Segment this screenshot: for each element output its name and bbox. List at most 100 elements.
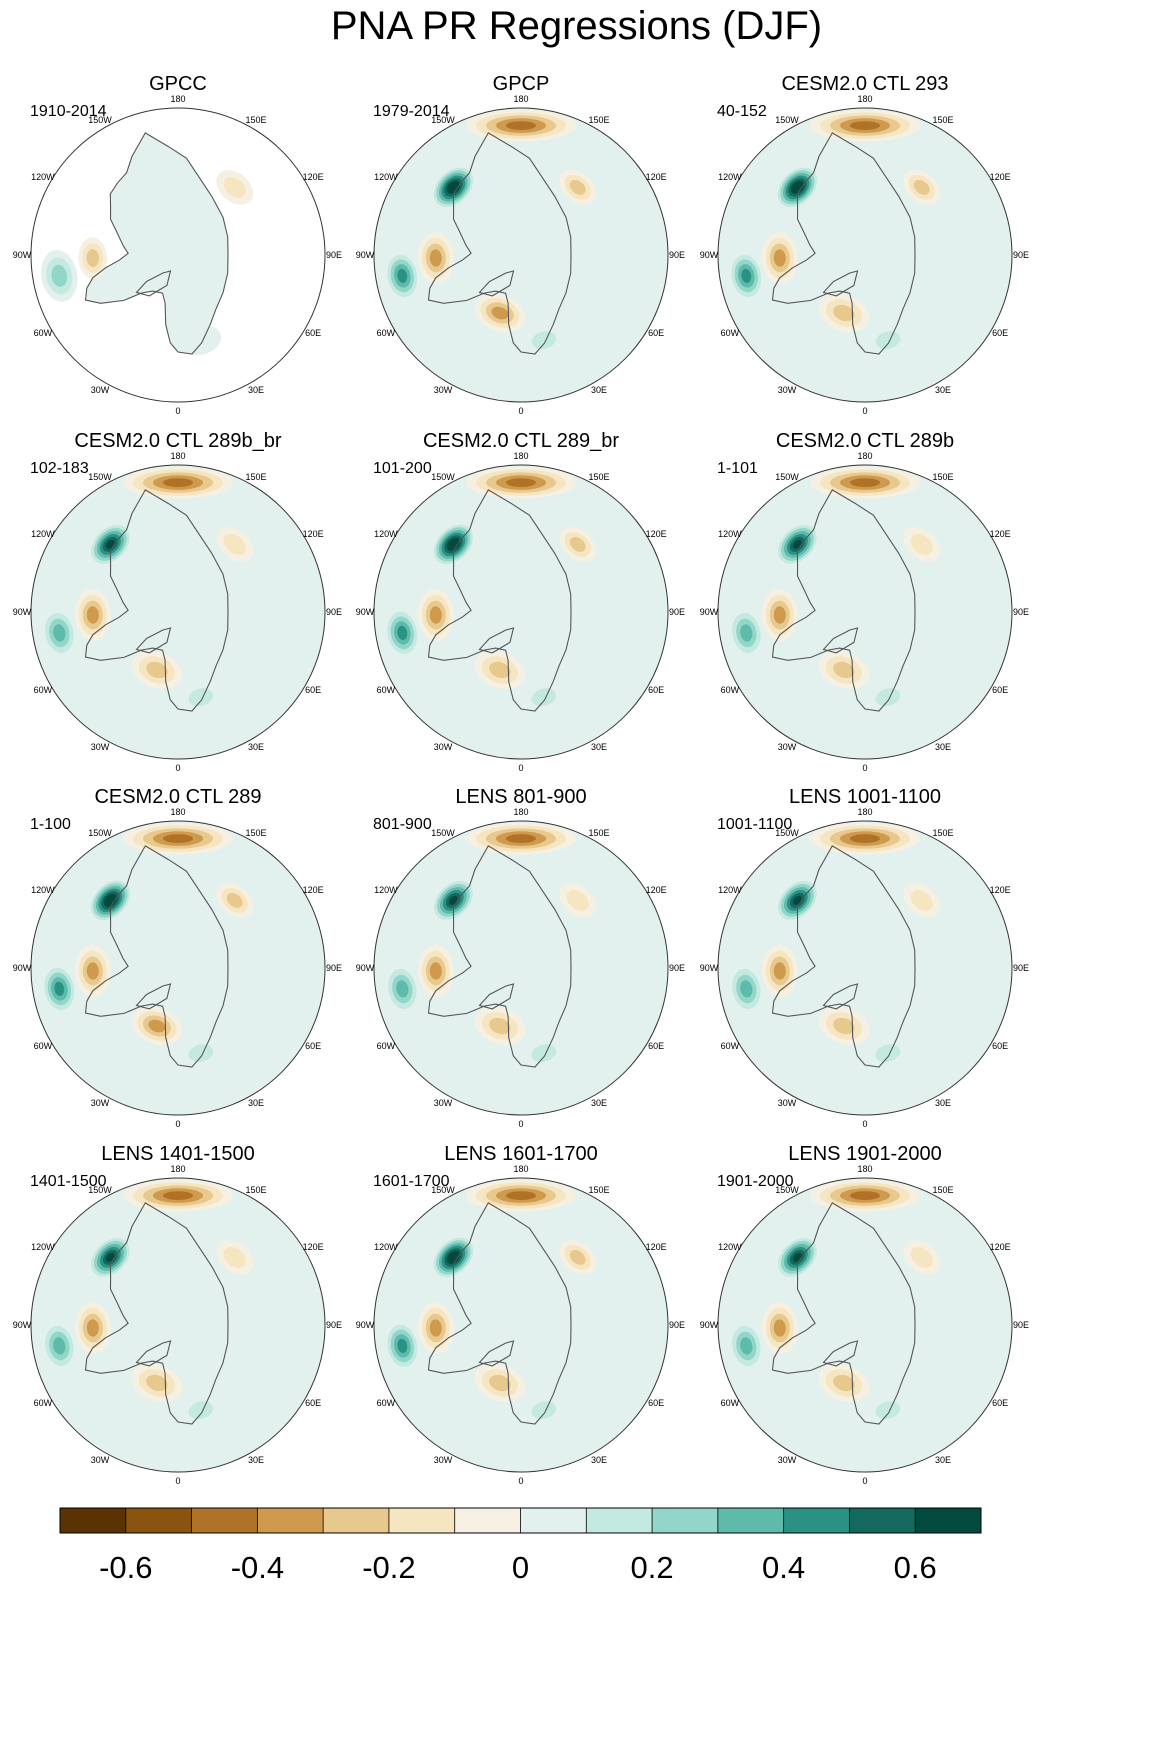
lon-label: 60E xyxy=(305,685,321,695)
contour-north-pacific-dry xyxy=(850,1191,880,1200)
contour-ohio-valley-dry xyxy=(773,1319,786,1337)
lon-label: 90W xyxy=(700,1320,719,1330)
colorbar-box xyxy=(257,1508,324,1533)
map-frame xyxy=(717,1177,1013,1473)
contour-southeast-us-wet xyxy=(53,1337,66,1355)
lon-label: 0 xyxy=(862,1476,867,1486)
colorbar-box xyxy=(849,1508,916,1533)
lon-label: 180 xyxy=(170,451,185,461)
lon-label: 30W xyxy=(91,1098,110,1108)
lon-label: 90E xyxy=(669,250,685,260)
lon-label: 150W xyxy=(88,472,112,482)
lon-label: 120E xyxy=(646,1242,667,1252)
lon-label: 90W xyxy=(700,607,719,617)
coastline xyxy=(427,489,572,712)
coastline xyxy=(771,132,916,355)
lon-label: 60E xyxy=(648,328,664,338)
lon-label: 30W xyxy=(778,742,797,752)
map-field xyxy=(31,108,325,402)
lon-label: 90E xyxy=(326,1320,342,1330)
map-frame xyxy=(373,1177,669,1473)
land-field xyxy=(85,132,228,354)
contour-north-atlantic-dry xyxy=(833,304,855,322)
lon-label: 120E xyxy=(990,529,1011,539)
contour-north-atlantic-dry xyxy=(833,661,855,679)
lon-label: 30E xyxy=(591,742,607,752)
colorbar-tick-label: 0 xyxy=(512,1550,529,1585)
contour-east-asia-dry xyxy=(910,534,933,555)
lon-label: 30W xyxy=(778,1455,797,1465)
lon-label: 60W xyxy=(721,328,740,338)
lon-label: 30E xyxy=(935,385,951,395)
map-field xyxy=(718,821,1012,1115)
lon-label: 120W xyxy=(31,529,55,539)
lon-label: 120W xyxy=(31,172,55,182)
contour-east-asia-dry xyxy=(223,177,246,198)
contour-europe-wet xyxy=(531,1401,557,1420)
lon-label: 60E xyxy=(305,328,321,338)
colorbar-box xyxy=(783,1508,850,1533)
contour-ohio-valley-dry xyxy=(773,249,786,267)
contour-southeast-us-wet xyxy=(740,980,753,998)
contour-europe-wet xyxy=(188,1401,214,1420)
panel-title: LENS 1001-1100 xyxy=(789,786,941,808)
contour-europe-wet xyxy=(875,1044,901,1063)
map-panel: LENS 1001-1100 1001-1100 180 150E 120E 90E 60E… xyxy=(700,786,1029,1129)
panel-period: 102-183 xyxy=(30,460,89,477)
colorbar-box xyxy=(454,1508,521,1533)
map-panel: CESM2.0 CTL 289b 1-101 180 150E 120E 90E 60E 30… xyxy=(700,430,1029,773)
lon-label: 180 xyxy=(170,94,185,104)
coastline-greenland xyxy=(822,270,859,297)
coastline-greenland xyxy=(478,983,515,1010)
colorbar-tick-label: -0.4 xyxy=(231,1550,284,1585)
map-field xyxy=(374,821,668,1115)
lon-label: 120E xyxy=(990,172,1011,182)
contour-north-atlantic-dry xyxy=(833,1374,855,1392)
contour-southeast-us-wet xyxy=(397,1338,408,1353)
coastline-greenland xyxy=(822,1340,859,1367)
lon-label: 90E xyxy=(1013,607,1029,617)
contour-southeast-us-wet xyxy=(397,625,408,640)
lon-label: 0 xyxy=(518,1476,523,1486)
map-field xyxy=(31,465,325,759)
lon-label: 150W xyxy=(431,472,455,482)
contour-north-pacific-dry xyxy=(850,478,880,487)
lon-label: 150W xyxy=(775,115,799,125)
colorbar-box xyxy=(717,1508,785,1533)
map-frame xyxy=(717,107,1013,403)
contour-europe-wet xyxy=(531,1044,557,1063)
panel-period: 801-900 xyxy=(373,816,432,833)
lon-label: 90E xyxy=(669,963,685,973)
coastline-greenland xyxy=(135,627,172,654)
lon-label: 150E xyxy=(588,1185,609,1195)
colorbar-box xyxy=(652,1508,719,1533)
lon-label: 60E xyxy=(648,685,664,695)
map-frame xyxy=(373,464,669,760)
colorbar-box xyxy=(586,1508,653,1533)
lon-label: 180 xyxy=(857,451,872,461)
coastline xyxy=(84,132,229,355)
lon-label: 150W xyxy=(775,1185,799,1195)
map-field xyxy=(374,465,668,759)
lon-label: 90E xyxy=(1013,963,1029,973)
lon-label: 60W xyxy=(721,1398,740,1408)
panel-period: 1-101 xyxy=(717,460,758,477)
panel-title: LENS 1401-1500 xyxy=(101,1143,254,1165)
lon-label: 150W xyxy=(775,472,799,482)
lon-label: 30W xyxy=(91,742,110,752)
contour-north-pacific-dry xyxy=(506,121,536,130)
lon-label: 90E xyxy=(326,963,342,973)
contour-north-atlantic-dry xyxy=(491,306,509,320)
lon-label: 180 xyxy=(513,451,528,461)
contour-southeast-us-wet xyxy=(53,624,66,642)
lon-label: 90E xyxy=(326,607,342,617)
lon-label: 30W xyxy=(434,385,453,395)
contour-north-atlantic-dry xyxy=(489,661,511,679)
panel-title: LENS 1901-2000 xyxy=(788,1143,941,1165)
coastline xyxy=(427,1202,572,1425)
lon-label: 150E xyxy=(932,1185,953,1195)
lon-label: 150E xyxy=(932,828,953,838)
contour-north-atlantic-dry xyxy=(833,1017,855,1035)
map-frame xyxy=(373,107,669,403)
contour-europe-wet xyxy=(875,1401,901,1420)
